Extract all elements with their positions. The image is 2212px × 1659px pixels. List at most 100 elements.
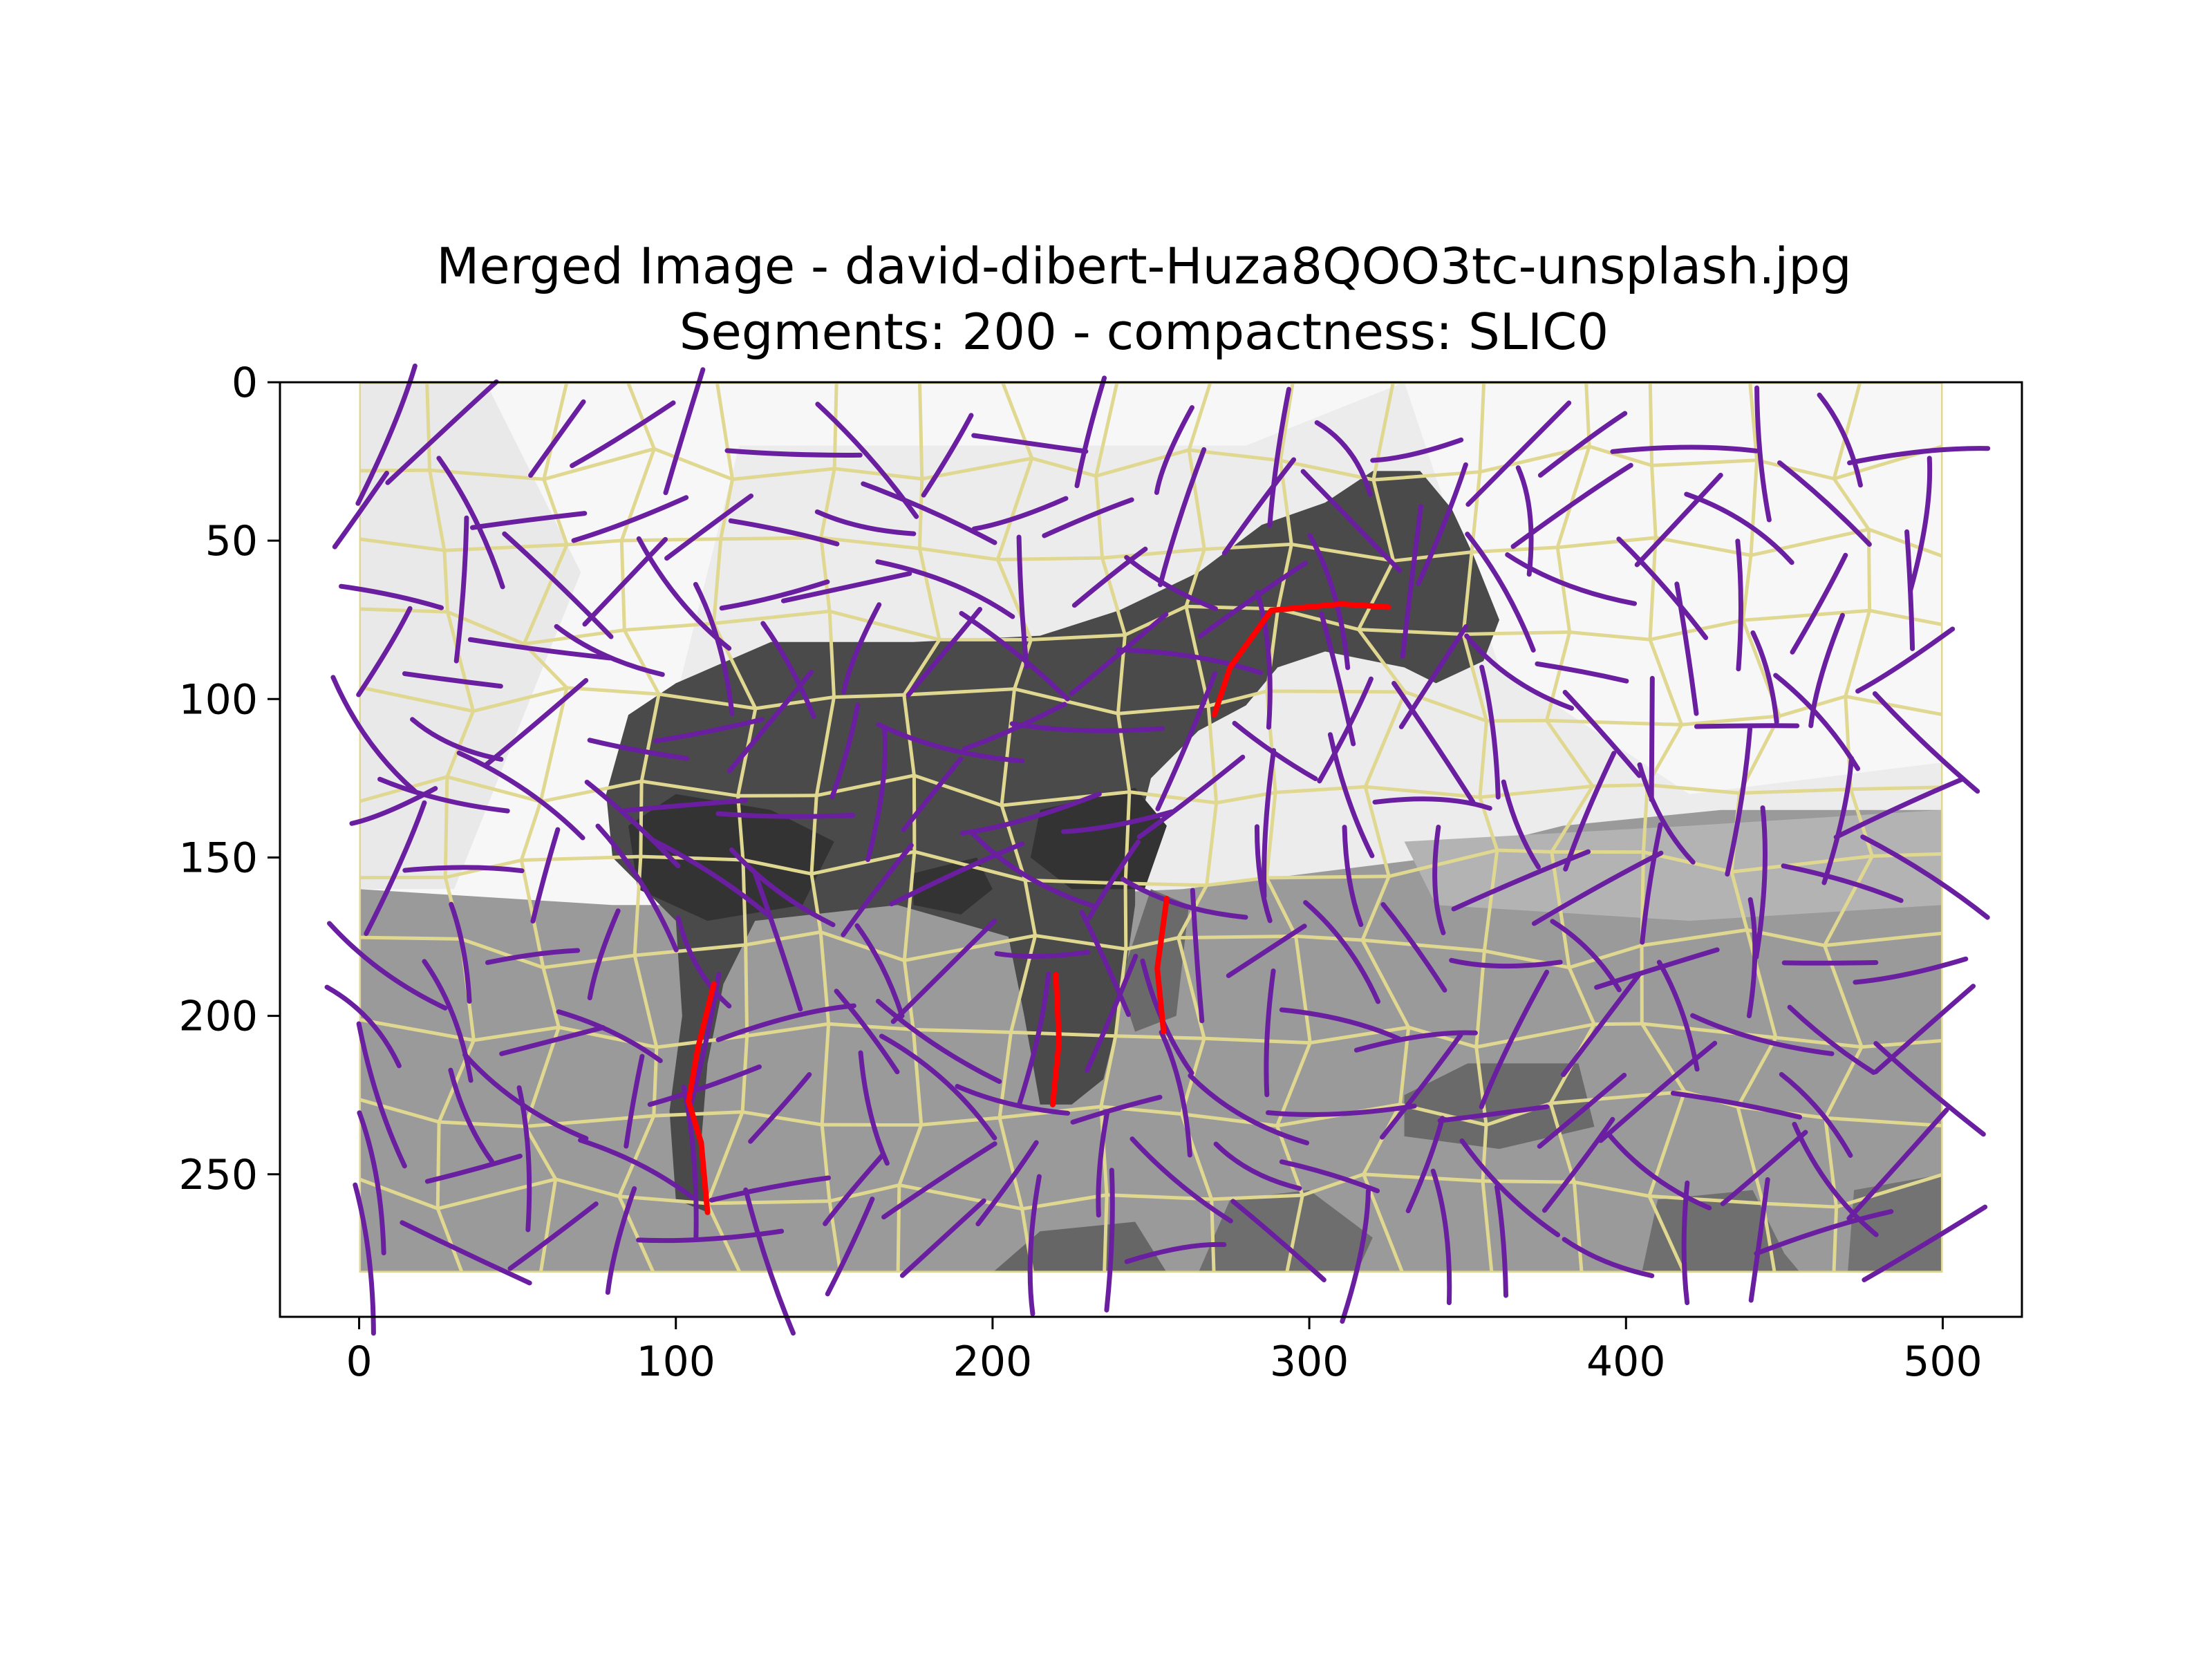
segment-boundary <box>1357 628 1407 693</box>
flow-line <box>353 1182 376 1336</box>
segment-boundary <box>619 1194 708 1206</box>
flow-line <box>1340 1188 1371 1324</box>
segment-boundary <box>1123 883 1128 950</box>
flow-line <box>1370 437 1464 463</box>
segment-boundary <box>827 611 836 697</box>
segment-boundary <box>472 686 568 713</box>
flow-line <box>1188 1073 1310 1145</box>
segment-boundary <box>1266 874 1389 880</box>
flow-line <box>753 872 803 1012</box>
flow-line <box>1459 1138 1561 1237</box>
segment-boundary <box>707 1199 830 1206</box>
segment-boundary <box>1550 785 1595 853</box>
flow-line <box>448 1067 494 1164</box>
segment-boundary <box>641 779 738 798</box>
flow-line <box>1327 732 1375 859</box>
segment-boundary <box>460 937 544 970</box>
flow-line <box>1317 676 1374 784</box>
flow-line <box>571 495 689 543</box>
segment-boundary <box>1000 688 1017 806</box>
flow-line <box>693 581 735 716</box>
segment-boundary <box>902 851 917 961</box>
flow-line <box>890 918 997 1024</box>
flow-line <box>1279 1007 1402 1042</box>
flow-line <box>1016 534 1029 669</box>
segment-boundary <box>1648 639 1684 726</box>
segment-boundary <box>1294 936 1312 1043</box>
segment-boundary <box>903 687 1015 697</box>
segment-boundary <box>1264 792 1277 879</box>
y-tick-label: 200 <box>178 993 258 1041</box>
segment-boundary <box>359 685 474 713</box>
flow-line <box>1606 1132 1712 1211</box>
segment-boundary <box>1000 805 1027 881</box>
segment-boundary <box>1031 633 1125 641</box>
flow-line <box>1537 1072 1627 1149</box>
segment-boundary <box>1363 786 1391 877</box>
flow-line <box>971 433 1089 454</box>
flow-line <box>715 811 856 819</box>
segment-boundary <box>705 1111 744 1204</box>
flow-line <box>1560 973 1641 1078</box>
x-tick-label: 0 <box>346 1338 372 1386</box>
flow-line <box>1230 1199 1327 1283</box>
segment-boundary <box>1557 536 1656 550</box>
segment-boundary <box>1651 458 1757 467</box>
flow-line <box>1069 612 1169 697</box>
flow-line <box>1451 849 1591 912</box>
segment-boundary <box>1463 630 1570 636</box>
flow-line <box>1792 1121 1879 1237</box>
flow-line <box>1190 888 1205 1024</box>
segment-boundary <box>1640 1022 1687 1093</box>
x-tick-label: 400 <box>1586 1338 1666 1386</box>
segment-boundary <box>640 854 744 862</box>
segment-boundary <box>1835 1172 1943 1209</box>
segment-boundary <box>1277 607 1359 632</box>
flow-line <box>971 496 1069 532</box>
segment-boundary <box>1365 785 1481 799</box>
flow-line <box>1690 1013 1835 1056</box>
flow-line <box>1790 552 1848 655</box>
flow-line <box>1120 877 1248 920</box>
segment-boundary <box>828 1022 914 1031</box>
segment-boundary <box>447 775 541 804</box>
flow-line <box>327 921 448 1011</box>
segment-boundary <box>1125 936 1179 951</box>
flow-line <box>1265 1103 1417 1117</box>
segment-boundary <box>1641 928 1747 948</box>
segment-boundary <box>428 469 447 551</box>
segment-boundary <box>1743 608 1870 622</box>
segment-boundary <box>1187 449 1206 550</box>
flow-line <box>1254 824 1273 924</box>
flow-line <box>1541 1116 1615 1213</box>
segment-boundary <box>1825 1116 1943 1128</box>
segment-boundary <box>446 611 476 712</box>
flow-line <box>1510 462 1633 550</box>
segment-boundary <box>1031 456 1097 478</box>
flow-line <box>1808 612 1845 729</box>
chart-subtitle: Segments: 200 - compactness: SLIC0 <box>679 303 1609 361</box>
segment-boundary <box>1474 1047 1488 1125</box>
segment-boundary <box>1295 934 1363 942</box>
flow-line <box>663 367 706 496</box>
segment-boundary <box>809 873 823 932</box>
segment-boundary <box>1572 1181 1584 1273</box>
segment-boundary <box>1739 787 1851 795</box>
flow-line <box>1465 400 1572 507</box>
flow-line <box>1773 673 1861 771</box>
highlight-line <box>1154 896 1170 1035</box>
segment-boundary <box>902 639 941 696</box>
segment-boundary <box>997 556 1103 562</box>
flow-line <box>1279 1159 1380 1194</box>
segment-boundary <box>1123 791 1132 884</box>
flow-line <box>1873 984 1976 1075</box>
flow-line <box>748 1072 812 1144</box>
flow-line <box>364 800 427 937</box>
segment-boundary <box>741 859 748 945</box>
segment-boundary <box>1360 875 1391 941</box>
flow-line <box>1071 546 1148 608</box>
ground-region <box>359 809 1943 1273</box>
flow-line <box>1464 633 1575 711</box>
flow-line <box>1087 839 1141 920</box>
